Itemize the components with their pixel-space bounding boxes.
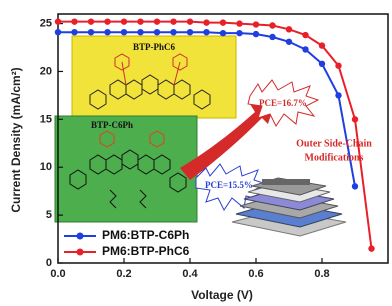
point xyxy=(286,26,292,32)
annotation: Outer Side-Chain xyxy=(296,138,372,149)
point xyxy=(121,29,127,35)
point xyxy=(170,29,176,35)
point xyxy=(269,22,275,28)
point xyxy=(302,46,308,52)
legend-marker xyxy=(77,249,84,256)
point xyxy=(302,32,308,38)
point xyxy=(154,18,160,24)
molecule-box-green xyxy=(55,116,197,222)
point xyxy=(352,116,358,122)
point xyxy=(88,18,94,24)
y-tick-label: 5 xyxy=(46,209,52,221)
y-axis-label: Current Density (mA/cm²) xyxy=(9,67,23,212)
annotation: PCE=16.7% xyxy=(259,98,307,108)
point xyxy=(286,39,292,45)
point xyxy=(187,18,193,24)
point xyxy=(71,18,77,24)
x-tick-label: 0.2 xyxy=(116,268,131,280)
point xyxy=(220,19,226,25)
point xyxy=(335,92,341,98)
point xyxy=(137,18,143,24)
point xyxy=(121,18,127,24)
point xyxy=(236,20,242,26)
point xyxy=(104,29,110,35)
point xyxy=(220,30,226,36)
point xyxy=(236,30,242,36)
chart: Voltage (V) Current Density (mA/cm²) 051… xyxy=(0,0,392,306)
point xyxy=(203,19,209,25)
point xyxy=(368,245,374,251)
x-axis-label: Voltage (V) xyxy=(191,288,253,302)
y-tick-label: 20 xyxy=(40,65,52,77)
annotation: BTP-C6Ph xyxy=(91,120,133,130)
inset-art xyxy=(55,36,346,236)
point xyxy=(55,18,61,24)
y-tick-label: 10 xyxy=(40,161,52,173)
legend-label: PM6:BTP-PhC6 xyxy=(102,244,190,258)
point xyxy=(203,29,209,35)
point xyxy=(187,29,193,35)
point xyxy=(154,29,160,35)
point xyxy=(71,29,77,35)
annotation: PCE=15.5% xyxy=(205,180,253,190)
point xyxy=(335,63,341,69)
y-tick-label: 25 xyxy=(40,17,52,29)
x-tick-label: 0.6 xyxy=(248,268,263,280)
point xyxy=(170,18,176,24)
x-tick-label: 0.4 xyxy=(182,268,198,280)
annotation: Modifications xyxy=(305,152,364,163)
x-tick-label: 0.0 xyxy=(50,268,65,280)
point xyxy=(352,183,358,189)
point xyxy=(253,21,259,27)
annotation: BTP-PhC6 xyxy=(133,42,176,52)
point xyxy=(55,29,61,35)
point xyxy=(137,29,143,35)
x-tick-label: 0.8 xyxy=(314,268,329,280)
y-tick-label: 15 xyxy=(40,113,52,125)
point xyxy=(269,34,275,40)
legend-marker xyxy=(77,233,84,240)
point xyxy=(319,42,325,48)
point xyxy=(253,31,259,37)
legend-label: PM6:BTP-C6Ph xyxy=(102,228,189,242)
point xyxy=(319,61,325,67)
page: {"chart_data": {"type": "line", "x_label… xyxy=(0,0,392,306)
point xyxy=(104,18,110,24)
point xyxy=(88,29,94,35)
